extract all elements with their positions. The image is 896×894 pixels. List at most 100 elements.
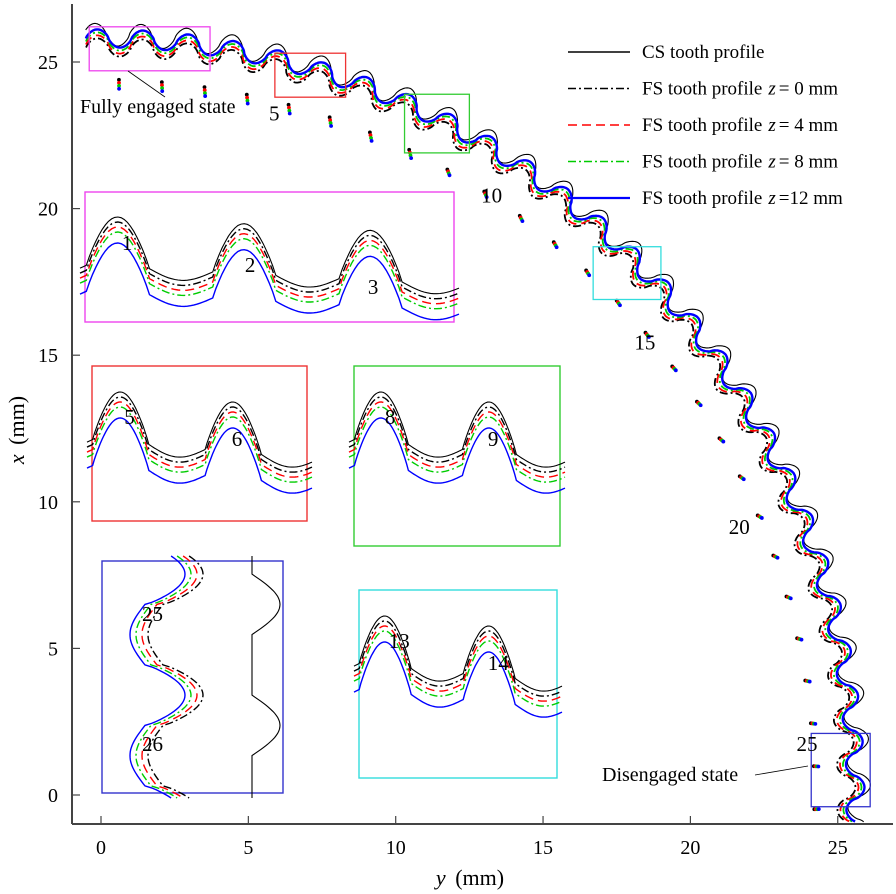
tooth-marker bbox=[369, 136, 373, 140]
tooth-marker bbox=[816, 807, 821, 812]
inset-tooth-label: 13 bbox=[389, 629, 410, 653]
inset-series-3 bbox=[348, 406, 566, 483]
tooth-marker bbox=[327, 115, 332, 120]
x-tick-label: 10 bbox=[386, 837, 406, 859]
tooth-marker bbox=[245, 98, 250, 103]
inset-series-3 bbox=[79, 231, 460, 310]
axes: 0 5 10 15 20 25 0 5 10 15 20 25 y (mm) x (mm) bbox=[4, 4, 893, 890]
inset-series-1 bbox=[86, 396, 313, 473]
y-tick-label: 0 bbox=[48, 785, 58, 807]
inset-tooth-label: 8 bbox=[385, 405, 396, 429]
inset-series-1 bbox=[353, 620, 563, 697]
y-ticks: 0 5 10 15 20 25 bbox=[38, 52, 80, 807]
inset-series-0 bbox=[353, 615, 563, 692]
series-line-1 bbox=[85, 37, 857, 823]
tooth-marker bbox=[646, 335, 651, 339]
inset-tooth-label: 3 bbox=[368, 275, 379, 299]
zoom-source-box-teeth-8-9 bbox=[403, 93, 471, 154]
tooth-marker bbox=[117, 83, 121, 88]
tooth-marker bbox=[245, 95, 250, 100]
legend-entry-value: = 0 mm bbox=[779, 79, 838, 100]
inset-tooth-label: 2 bbox=[245, 253, 256, 277]
tooth-number-label: 25 bbox=[796, 732, 817, 756]
y-tick-label: 10 bbox=[38, 492, 58, 514]
x-tick-label: 15 bbox=[533, 837, 553, 859]
inset-series-2 bbox=[141, 555, 198, 799]
inset-series-1 bbox=[147, 555, 204, 799]
tooth-number-label: 5 bbox=[269, 102, 280, 126]
inset-frame bbox=[91, 365, 308, 522]
x-axis-label: y (mm) bbox=[434, 865, 504, 890]
tooth-marker bbox=[721, 439, 726, 444]
legend-entry-1: FS tooth profile z = 0 mm bbox=[642, 79, 838, 100]
tooth-marker bbox=[813, 721, 818, 726]
legend-entry-text: FS tooth profile bbox=[642, 188, 762, 209]
tooth-marker bbox=[447, 173, 452, 178]
legend-entry-text: CS tooth profile bbox=[642, 42, 764, 63]
inset-tooth-label: 9 bbox=[488, 427, 499, 451]
inset-tooth-label: 25 bbox=[142, 602, 163, 626]
tooth-marker bbox=[244, 92, 249, 97]
legend-entry-text: FS tooth profile bbox=[642, 152, 762, 173]
tooth-marker bbox=[160, 86, 164, 91]
tooth-marker bbox=[287, 111, 292, 116]
annotation-disengaged: Disengaged state bbox=[602, 764, 738, 786]
inset-series-1 bbox=[348, 396, 566, 473]
tooth-marker bbox=[286, 102, 291, 107]
legend-entry-text: FS tooth profile bbox=[642, 115, 762, 136]
inset-series-3 bbox=[135, 555, 192, 799]
inset-tooth-label: 6 bbox=[232, 427, 243, 451]
y-axis-label-var: x bbox=[4, 454, 29, 465]
inset-frame bbox=[353, 365, 561, 547]
inset-series-4 bbox=[348, 417, 566, 494]
tooth-marker bbox=[245, 101, 250, 106]
legend-entry-z: z bbox=[767, 79, 776, 100]
zoom-source-box-teeth-13-14 bbox=[592, 246, 662, 301]
tooth-marker bbox=[202, 85, 207, 90]
annotation-leader-disengaged bbox=[754, 765, 809, 776]
inset-series-4 bbox=[79, 242, 460, 321]
y-tick-label: 15 bbox=[38, 345, 58, 367]
legend-entry-z: z bbox=[767, 115, 776, 136]
tooth-marker bbox=[587, 273, 592, 278]
series-line-0 bbox=[85, 22, 871, 823]
tooth-number-label: 20 bbox=[729, 515, 750, 539]
x-tick-label: 0 bbox=[96, 837, 106, 859]
legend-entry-value: =12 mm bbox=[779, 188, 843, 209]
legend-entry-text: FS tooth profile bbox=[642, 79, 762, 100]
tooth-marker bbox=[368, 133, 373, 138]
legend-entry-0: CS tooth profile bbox=[642, 42, 764, 63]
tooth-marker bbox=[159, 80, 164, 85]
inset-frame bbox=[84, 191, 455, 323]
x-tick-label: 20 bbox=[680, 837, 700, 859]
tooth-marker bbox=[759, 516, 764, 520]
tooth-marker bbox=[117, 77, 121, 82]
inset-teeth-13-14: 13 14 bbox=[353, 589, 563, 779]
series-line-2 bbox=[85, 34, 860, 823]
tooth-marker bbox=[160, 89, 165, 94]
tooth-marker bbox=[799, 637, 804, 642]
tooth-marker bbox=[202, 88, 207, 93]
inset-teeth-8-9: 89 bbox=[348, 365, 566, 547]
legend-entry-4: FS tooth profile z =12 mm bbox=[642, 188, 843, 209]
y-tick-label: 20 bbox=[38, 199, 58, 221]
zoom-source-box-teeth-1-3 bbox=[88, 26, 211, 72]
inset-series-4 bbox=[129, 555, 186, 799]
tooth-marker bbox=[484, 195, 489, 200]
legend-entry-value: = 8 mm bbox=[779, 152, 838, 173]
inset-teeth-5-6: 56 bbox=[86, 365, 313, 522]
inset-series-2 bbox=[348, 401, 566, 478]
y-tick-label: 5 bbox=[48, 638, 58, 660]
inset-series-2 bbox=[353, 625, 563, 702]
tooth-marker bbox=[329, 124, 333, 128]
zoom-source-box-teeth-25-26 bbox=[810, 732, 871, 808]
tooth-marker bbox=[117, 86, 121, 91]
tooth-marker bbox=[618, 303, 622, 308]
y-axis-label-unit: (mm) bbox=[4, 396, 29, 445]
tooth-marker bbox=[741, 477, 746, 482]
tooth-marker bbox=[816, 764, 821, 769]
plot-area bbox=[84, 22, 871, 823]
